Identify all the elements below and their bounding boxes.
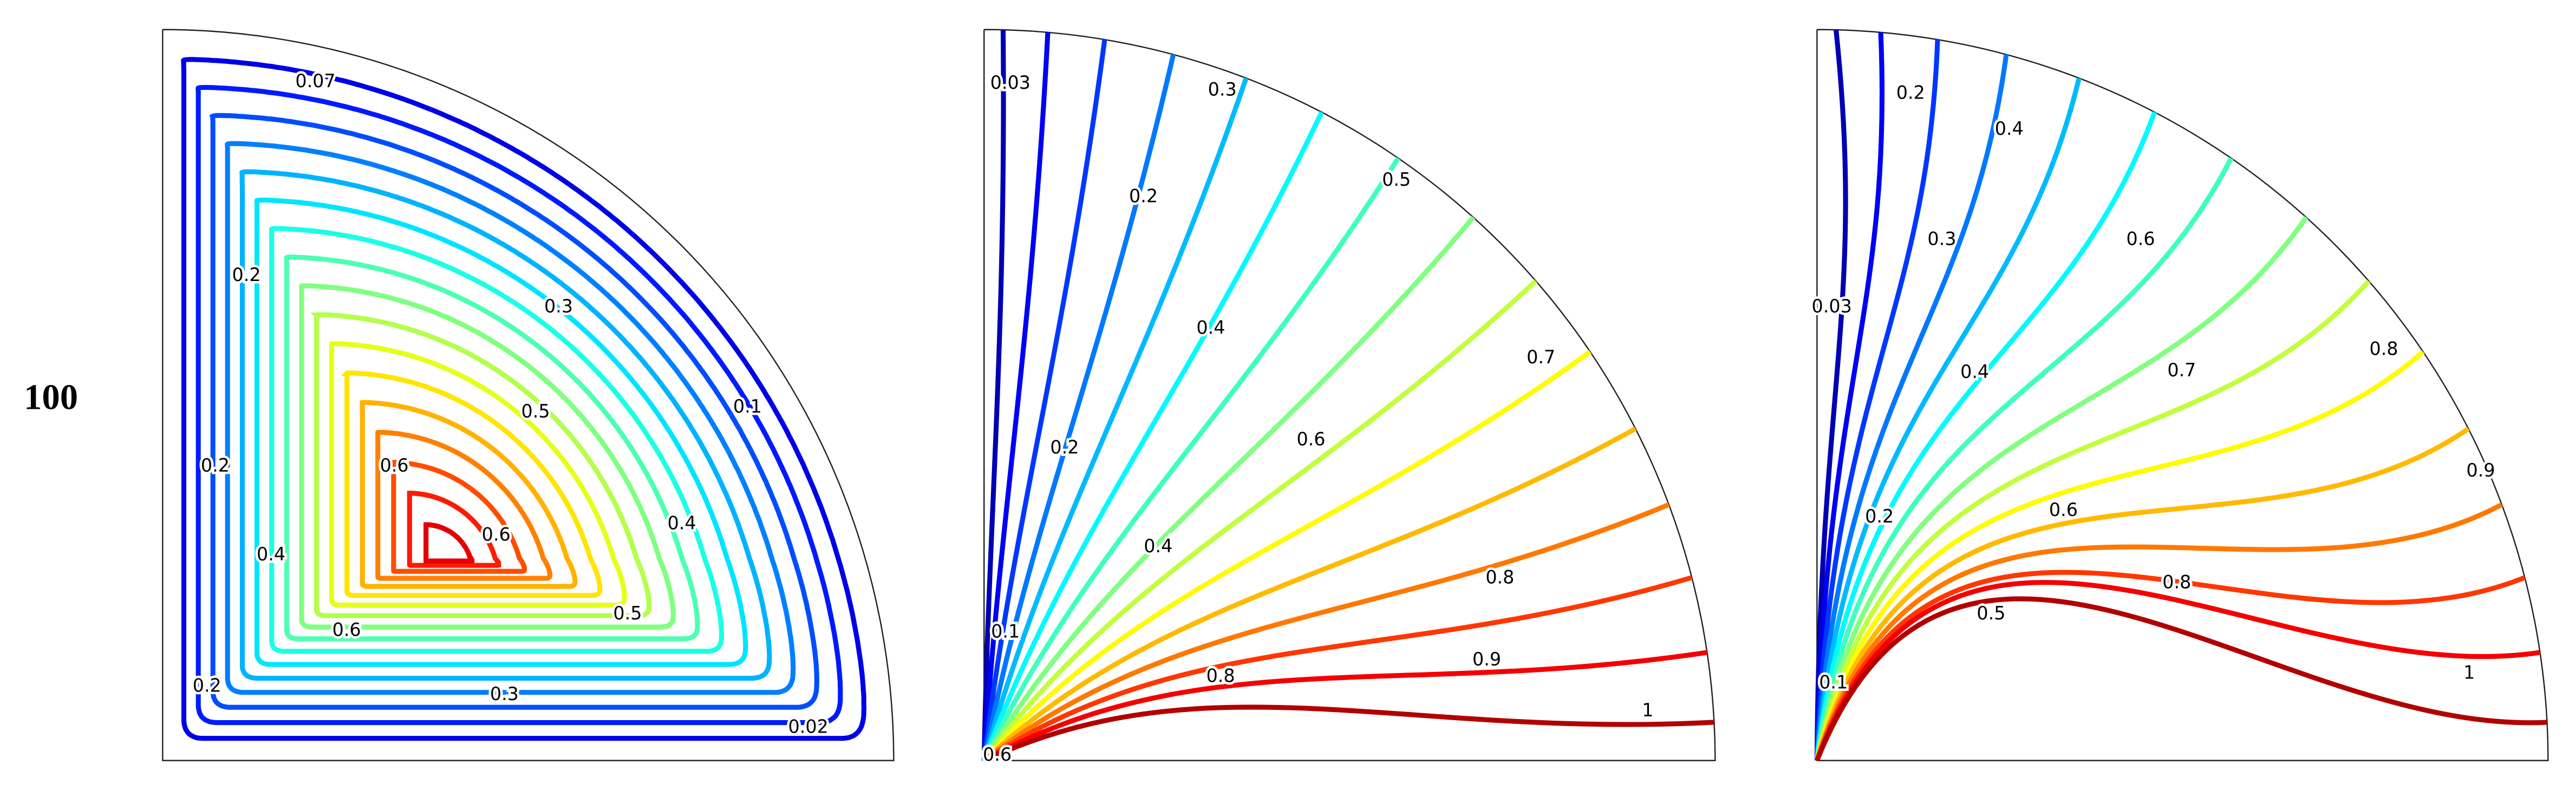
contour-label: 1 (2463, 662, 2475, 683)
contour-label: 0.5 (613, 603, 642, 624)
contour-line (981, 77, 1249, 761)
contour-line (983, 650, 1708, 763)
contour-line (982, 350, 1592, 762)
contour-line (1815, 570, 2526, 762)
contour-line (360, 400, 578, 589)
contour-line (269, 226, 724, 654)
contour-label: 0.4 (1144, 535, 1172, 557)
contour-label: 0.3 (1927, 228, 1956, 249)
contour-line (391, 460, 527, 574)
contour-label: 0.9 (1472, 649, 1501, 670)
row-label: 100 (24, 378, 78, 417)
contour-label: 0.6 (2127, 228, 2155, 249)
contour-line (981, 30, 1006, 761)
contour-line (1814, 157, 2234, 761)
contour-line (982, 575, 1693, 763)
contour-label: 0.1 (1819, 672, 1848, 693)
contour-line (981, 39, 1107, 761)
contour-line (239, 169, 772, 681)
contour-line (254, 197, 748, 667)
contour-line (1815, 596, 2547, 762)
contour-line (310, 312, 651, 618)
contour-label: 0.1 (733, 396, 762, 417)
contour-line (982, 279, 1538, 762)
contour-line (209, 113, 819, 710)
contour-line (981, 54, 1176, 761)
contour-label: 0.2 (1896, 82, 1925, 103)
contour-line (1814, 39, 1940, 761)
contour-line (982, 156, 1400, 762)
contour-line (329, 341, 627, 608)
contour-label: 0.1 (991, 621, 1020, 642)
contour-label: 0.4 (1995, 118, 2024, 139)
contour-label: 0.4 (257, 544, 285, 565)
panel-frame (162, 29, 895, 761)
contour-line (982, 426, 1637, 762)
contour-label: 0.02 (788, 716, 828, 737)
contour-line (982, 502, 1670, 763)
contour-label: 0.6 (482, 524, 511, 545)
contour-line (982, 215, 1476, 762)
contour-line (1814, 54, 2009, 761)
contour-line (981, 111, 1324, 762)
contour-label: 0.3 (544, 296, 573, 317)
contour-line (1814, 29, 1848, 761)
contour-line (1814, 77, 2082, 761)
contour-label: 0.03 (990, 72, 1031, 93)
contour-label: 0.2 (201, 455, 230, 476)
contour-line (195, 84, 843, 726)
contour-label: 0.2 (193, 675, 221, 696)
contour-label: 0.6 (332, 619, 361, 640)
contour-label: 0.6 (2049, 499, 2078, 520)
contour-line (1815, 502, 2503, 762)
contour-line (1814, 279, 2371, 761)
contour-label: 0.8 (1207, 665, 1235, 686)
contour-line (1814, 111, 2157, 761)
contour-label: 0.5 (1977, 603, 2005, 624)
contour-label: 0.4 (1196, 317, 1225, 338)
contour-label: 0.4 (667, 512, 696, 533)
panel-frame (983, 29, 1716, 761)
contour-label: 0.2 (1129, 186, 1158, 207)
contour-line (181, 57, 867, 741)
contour-line (981, 32, 1051, 761)
contour-label: 0.7 (2167, 360, 2196, 381)
contour-label: 0.6 (1296, 429, 1325, 450)
contour-label: 0.03 (1812, 296, 1852, 317)
contour-line (1814, 32, 1885, 761)
contour-label: 0.8 (2370, 338, 2398, 360)
contour-label: 0.6 (983, 744, 1012, 765)
contour-line (423, 522, 475, 564)
contour-line (983, 704, 1714, 763)
contour-label: 0.8 (2162, 571, 2191, 592)
contour-line (1814, 215, 2308, 761)
contour-label: 0.5 (1382, 169, 1411, 190)
panel-frame (1816, 29, 2549, 761)
contour-line (1815, 427, 2470, 761)
contour-label: 0.8 (1485, 566, 1514, 587)
contour-label: 1 (1642, 700, 1653, 721)
contour-label: 0.2 (232, 264, 261, 285)
contour-label: 0.3 (1208, 79, 1237, 100)
contour-label: 0.9 (2467, 460, 2495, 481)
contour-label: 0.2 (1050, 437, 1079, 458)
contour-line (225, 141, 796, 695)
contour-line (299, 283, 676, 630)
contour-line (1815, 580, 2541, 762)
contour-label: 0.2 (1865, 506, 1894, 527)
contour-line (341, 370, 603, 598)
contour-label: 0.4 (1960, 361, 1989, 382)
contour-label: 0.5 (521, 401, 550, 422)
contour-label: 0.6 (380, 455, 409, 476)
contour-label: 0.3 (490, 683, 519, 704)
contour-label: 0.7 (1527, 347, 1555, 368)
contour-line (375, 429, 552, 581)
contour-line (407, 491, 501, 568)
contour-line (1814, 350, 2425, 761)
contour-line (284, 254, 700, 642)
contour-label: 0.07 (295, 70, 335, 92)
